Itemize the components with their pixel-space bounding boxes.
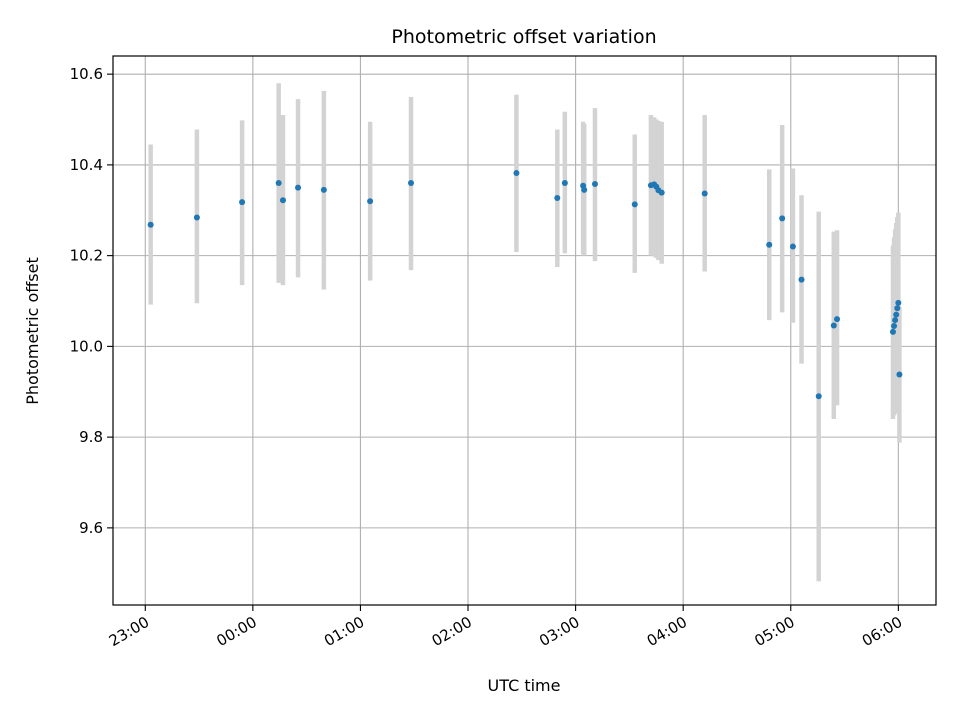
y-tick-label: 9.6 (79, 519, 103, 537)
data-point (581, 186, 588, 193)
y-tick-label: 9.8 (79, 428, 103, 446)
x-axis-label: UTC time (488, 676, 561, 695)
data-point (815, 393, 822, 400)
data-point (513, 170, 520, 177)
data-point (367, 198, 374, 205)
y-tick-label: 10.6 (70, 65, 103, 83)
data-point (193, 214, 200, 221)
data-point (896, 371, 903, 378)
data-point (834, 316, 841, 323)
data-point (830, 322, 837, 329)
data-points (147, 170, 903, 400)
y-axis-label: Photometric offset (23, 257, 42, 405)
data-point (895, 299, 902, 306)
grid-lines (113, 56, 936, 605)
data-point (554, 195, 561, 202)
data-point (701, 190, 708, 197)
data-point (798, 276, 805, 283)
data-point (893, 311, 900, 318)
data-point (766, 241, 773, 248)
data-point (147, 221, 154, 228)
data-point (239, 199, 246, 206)
data-point (894, 305, 901, 312)
data-point (275, 180, 282, 187)
data-point (408, 180, 415, 187)
data-point (631, 201, 638, 208)
data-point (591, 180, 598, 187)
data-point (279, 197, 286, 204)
y-tick-label: 10.4 (70, 156, 103, 174)
plot-frame (112, 55, 937, 606)
data-point (658, 189, 665, 196)
data-point (789, 243, 796, 250)
y-tick-label: 10.2 (70, 247, 103, 265)
y-axis-ticks: 9.6 9.8 10.0 10.2 10.4 10.6 (70, 65, 113, 537)
data-point (295, 184, 302, 191)
y-tick-label: 10.0 (70, 337, 103, 355)
data-point (892, 317, 899, 324)
data-point (891, 322, 898, 329)
data-point (561, 180, 568, 187)
data-point (320, 186, 327, 193)
data-point (779, 215, 786, 222)
chart-title: Photometric offset variation (391, 26, 656, 48)
data-point (889, 328, 896, 335)
